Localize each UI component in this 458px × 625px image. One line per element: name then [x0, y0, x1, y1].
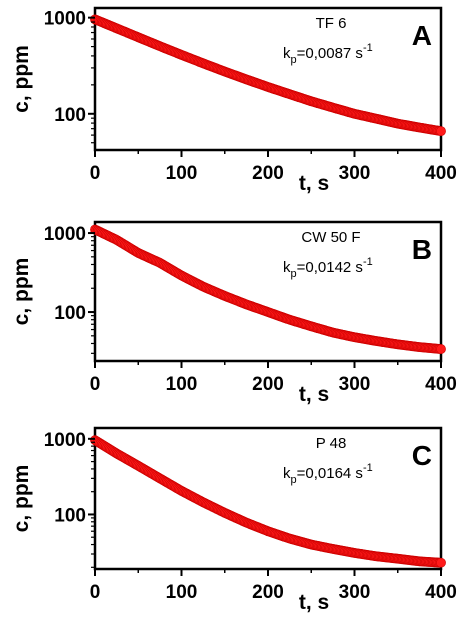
x-tick-label: 400	[425, 582, 457, 603]
rate-subscript: p	[291, 474, 297, 486]
rate-symbol: k	[283, 45, 291, 62]
rate-value: =0,0142 s	[297, 259, 363, 276]
x-tick-label: 200	[252, 163, 284, 184]
plot-frame	[93, 426, 443, 571]
rate-subscript: p	[291, 268, 297, 280]
x-tick-label: 400	[425, 163, 457, 184]
rate-constant-label: kp=0,0142 s-1	[283, 256, 373, 280]
rate-superscript: -1	[363, 462, 373, 474]
data-point	[436, 344, 446, 354]
panel-letter: A	[412, 20, 432, 51]
y-tick-label: 1000	[44, 430, 86, 451]
sample-label: CW 50 F	[301, 229, 360, 246]
y-tick-label: 1000	[44, 224, 86, 245]
sample-label: TF 6	[316, 15, 347, 32]
rate-constant-label: kp=0,0087 s-1	[283, 42, 373, 66]
panel-letter: C	[412, 440, 432, 471]
x-tick-label: 100	[166, 163, 198, 184]
plot-frame	[93, 6, 443, 152]
rate-symbol: k	[283, 465, 291, 482]
rate-superscript: -1	[363, 42, 373, 54]
rate-value: =0,0164 s	[297, 465, 363, 482]
x-tick-label: 200	[252, 374, 284, 395]
panel-b: 0 100 200 300 400 100 1000 c, ppm t, s B CW 50 F kp…	[10, 220, 457, 406]
rate-superscript: -1	[363, 256, 373, 268]
x-tick-label: 100	[166, 374, 198, 395]
x-tick-label: 0	[90, 163, 101, 184]
x-tick-label: 300	[339, 163, 371, 184]
x-tick-label: 400	[425, 374, 457, 395]
rate-constant-label: kp=0,0164 s-1	[283, 462, 373, 486]
x-tick-label: 0	[90, 582, 101, 603]
data-series	[90, 435, 446, 568]
panel-letter: B	[412, 234, 432, 265]
rate-subscript: p	[291, 54, 297, 66]
panel-c: 0 100 200 300 400 100 1000 c, ppm t, s C P 48 kp=0,…	[10, 426, 457, 614]
y-tick-label: 100	[54, 303, 86, 324]
x-axis-label: t, s	[299, 383, 329, 406]
data-point	[436, 126, 446, 137]
x-tick-label: 100	[166, 582, 198, 603]
x-tick-label: 300	[339, 582, 371, 603]
x-tick-label: 300	[339, 374, 371, 395]
panel-a: 0 100 200 300 400 100 1000 c, ppm t, s A TF 6 kp=0,…	[10, 6, 457, 195]
x-axis-label: t, s	[299, 591, 329, 614]
data-point	[436, 557, 446, 568]
x-axis-label: t, s	[299, 172, 329, 195]
data-series	[90, 14, 446, 137]
x-tick-label: 200	[252, 582, 284, 603]
y-axis-label: c, ppm	[10, 465, 33, 533]
sample-label: P 48	[316, 435, 347, 452]
y-tick-label: 1000	[44, 9, 86, 30]
y-tick-label: 100	[54, 105, 86, 126]
rate-value: =0,0087 s	[297, 45, 363, 62]
x-tick-label: 0	[90, 374, 101, 395]
rate-symbol: k	[283, 259, 291, 276]
y-axis-label: c, ppm	[10, 258, 33, 326]
data-series	[90, 224, 446, 354]
y-tick-label: 100	[54, 505, 86, 526]
y-axis-label: c, ppm	[10, 45, 33, 113]
